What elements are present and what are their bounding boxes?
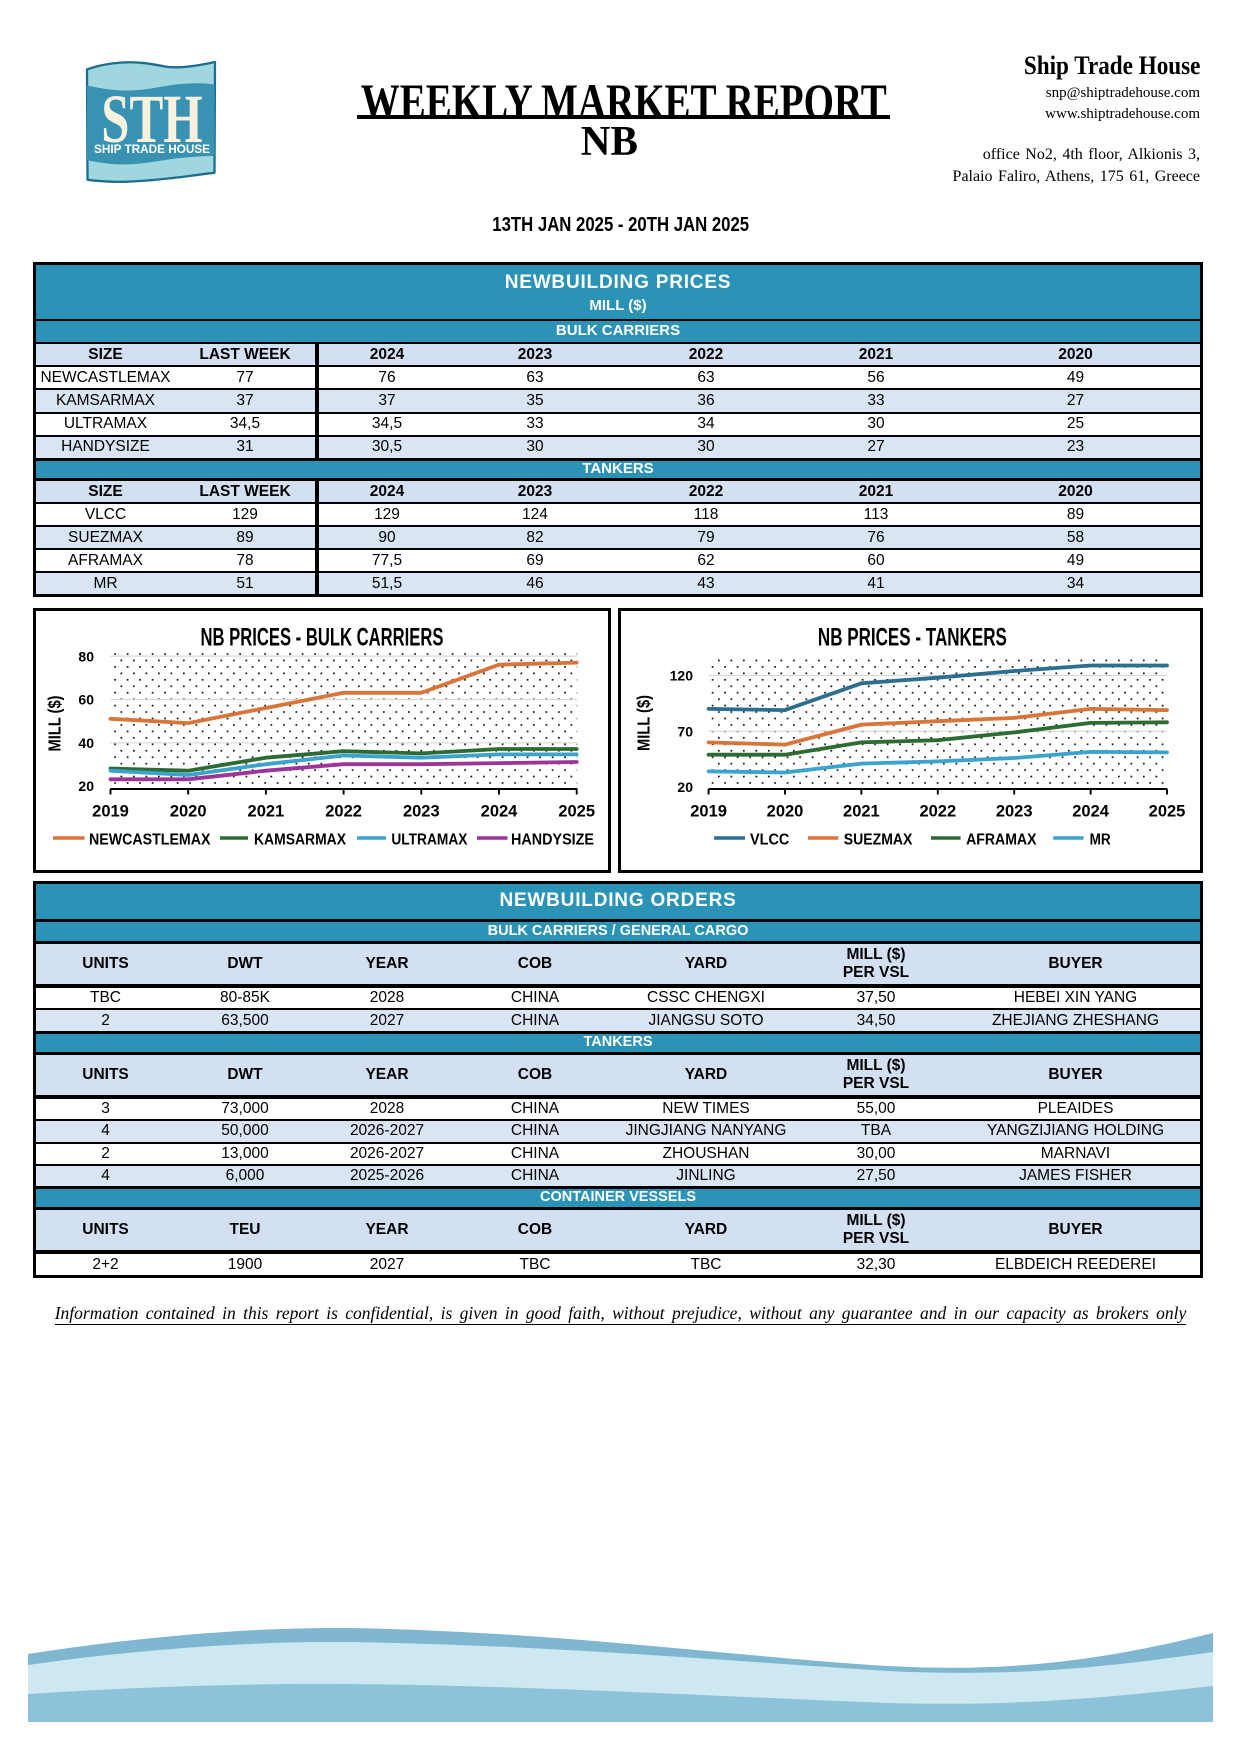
svg-text:KAMSARMAX: KAMSARMAX — [254, 831, 346, 848]
svg-text:40: 40 — [78, 735, 94, 751]
svg-text:NB PRICES - BULK CARRIERS: NB PRICES - BULK CARRIERS — [201, 624, 444, 652]
svg-text:2021: 2021 — [248, 803, 285, 821]
svg-text:2023: 2023 — [403, 803, 440, 821]
svg-text:70: 70 — [677, 723, 693, 739]
svg-text:2019: 2019 — [92, 803, 129, 821]
svg-text:NB PRICES - TANKERS: NB PRICES - TANKERS — [818, 624, 1007, 652]
svg-text:SUEZMAX: SUEZMAX — [844, 831, 913, 848]
svg-text:20: 20 — [78, 778, 94, 794]
svg-text:2022: 2022 — [919, 803, 956, 821]
svg-text:2020: 2020 — [767, 803, 804, 821]
svg-text:60: 60 — [78, 692, 94, 708]
svg-text:2020: 2020 — [170, 803, 207, 821]
svg-text:ULTRAMAX: ULTRAMAX — [391, 831, 467, 848]
svg-text:120: 120 — [670, 668, 694, 684]
svg-text:MR: MR — [1090, 831, 1111, 848]
svg-text:80: 80 — [78, 648, 94, 664]
svg-text:2025: 2025 — [1149, 803, 1186, 821]
svg-text:VLCC: VLCC — [750, 831, 790, 848]
svg-text:2025: 2025 — [558, 803, 595, 821]
svg-text:SHIP TRADE HOUSE: SHIP TRADE HOUSE — [94, 144, 210, 156]
svg-text:2023: 2023 — [996, 803, 1033, 821]
svg-text:HANDYSIZE: HANDYSIZE — [511, 831, 594, 848]
svg-text:2022: 2022 — [325, 803, 362, 821]
svg-text:2021: 2021 — [843, 803, 880, 821]
svg-text:2024: 2024 — [1072, 803, 1110, 821]
svg-text:20: 20 — [677, 779, 693, 795]
svg-text:MILL ($): MILL ($) — [634, 695, 654, 751]
svg-text:MILL ($): MILL ($) — [45, 696, 65, 752]
svg-text:2024: 2024 — [481, 803, 519, 821]
svg-text:STH: STH — [101, 81, 202, 157]
svg-text:NEWCASTLEMAX: NEWCASTLEMAX — [89, 831, 211, 848]
svg-text:2019: 2019 — [690, 803, 727, 821]
svg-text:AFRAMAX: AFRAMAX — [966, 831, 1037, 848]
